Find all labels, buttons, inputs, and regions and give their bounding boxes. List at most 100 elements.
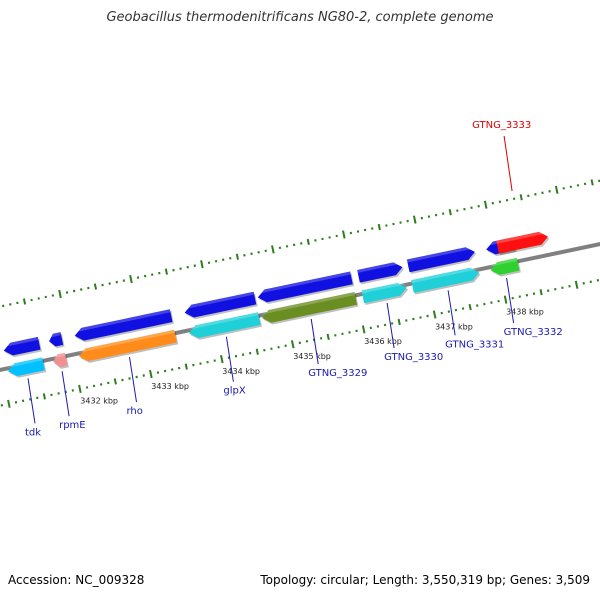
outer-ring-tick (136, 276, 140, 279)
genome-summary-text: Topology: circular; Length: 3,550,319 bp… (260, 573, 590, 587)
gene-label-glpX[interactable]: glpX (223, 386, 245, 397)
inner-ring-tick (305, 339, 309, 343)
gene-arrow-GTNG_3330-highlight (357, 262, 402, 273)
map-title: Geobacillus thermodenitrificans NG80-2, … (106, 10, 494, 25)
gene-label-GTNG_3332[interactable]: GTNG_3332 (504, 327, 563, 338)
inner-ring-tick (454, 308, 458, 312)
cds-arrow-GTNG_3329[interactable] (261, 292, 359, 327)
inner-ring-tick (341, 332, 344, 336)
outer-ring-tick (342, 230, 346, 239)
cds-arrow-GTNG_3330[interactable] (361, 281, 409, 306)
gene-arrow-rho[interactable] (73, 309, 174, 344)
gene-label-tdk[interactable]: tdk (25, 427, 41, 438)
outer-ring-tick (590, 179, 594, 186)
outer-ring-tick (519, 194, 523, 201)
inner-ring-tick (483, 302, 486, 306)
outer-ring-tick (264, 249, 267, 253)
cds-arrow-rpmE[interactable] (52, 352, 69, 371)
outer-ring-tick (278, 246, 282, 250)
scale-label: 3432 kbp (80, 397, 118, 406)
gene-arrow-rho-shape (74, 309, 173, 341)
outer-ring-tick (122, 279, 126, 282)
outer-ring-tick (58, 289, 62, 299)
leader-line-rho (129, 357, 137, 403)
leader-line-GTNG_3332 (506, 277, 515, 324)
gene-arrow-glpX[interactable] (183, 291, 258, 322)
outer-ring-tick (406, 219, 409, 223)
cds-arrow-GTNG_3332-highlight (489, 257, 518, 267)
gene-label-rpmE[interactable]: rpmE (59, 420, 86, 431)
outer-ring-tick (115, 280, 118, 284)
cds-arrow-rho[interactable] (78, 329, 179, 365)
gene-arrow-glpX-shape (184, 291, 257, 318)
cds-arrow-tdk-highlight (7, 357, 43, 368)
cds-arrow-GTNG_3331[interactable] (411, 266, 482, 295)
outer-ring-tick (598, 179, 600, 183)
outer-ring-tick (300, 242, 303, 245)
gene-arrow-GTNG_3333[interactable] (496, 230, 550, 256)
cds-arrow-rho-highlight (78, 329, 175, 353)
leader-line-tdk (27, 378, 36, 424)
cds-arrow-rpmE-highlight (52, 352, 66, 359)
outer-ring-tick (229, 256, 232, 260)
inner-ring-tick (476, 304, 479, 307)
inner-ring-tick (596, 278, 600, 282)
outer-ring-tick (65, 291, 69, 294)
inner-ring-tick (361, 325, 366, 334)
inner-ring-tick (156, 371, 160, 374)
gene-label-GTNG_3330[interactable]: GTNG_3330 (384, 352, 443, 363)
gene-arrow-GTNG_3330[interactable] (357, 261, 405, 285)
outer-ring-tick (101, 283, 104, 287)
gene-arrow-tdk[interactable] (2, 336, 42, 359)
leader-line-GTNG_3333 (503, 135, 513, 192)
scale-label: 3435 kbp (293, 352, 331, 361)
outer-ring-tick (200, 260, 204, 269)
gene-arrow-rpmE[interactable] (48, 332, 65, 350)
outer-ring-tick (463, 207, 466, 211)
inner-ring-tick (121, 378, 124, 382)
gene-label-GTNG_3329[interactable]: GTNG_3329 (308, 368, 367, 379)
outer-ring-tick (72, 289, 76, 293)
inner-ring-tick (539, 289, 543, 296)
inner-ring-tick (7, 399, 11, 408)
inner-ring-tick (107, 381, 110, 385)
gene-arrow-GTNG_3330-shape (357, 262, 403, 283)
outer-ring-tick (80, 288, 83, 291)
inner-ring-tick (298, 341, 302, 345)
inner-ring-tick (440, 311, 443, 315)
leader-line-rpmE (61, 371, 70, 417)
inner-ring-tick (290, 340, 295, 349)
gene-arrow-GTNG_3331[interactable] (406, 245, 478, 275)
inner-ring-tick (277, 345, 280, 349)
inner-tick-ring (0, 278, 600, 408)
inner-ring-tick (270, 347, 273, 351)
gene-arrow-GTNG_3329[interactable] (256, 271, 355, 306)
gene-arrow-GTNG_3329-shape (257, 271, 353, 303)
leader-line-GTNG_3331 (447, 290, 456, 336)
inner-ring-tick (78, 384, 82, 394)
gene-arrow-GTNG_3331-shape (406, 247, 475, 273)
gene-label-GTNG_3333[interactable]: GTNG_3333 (472, 120, 531, 131)
inner-ring-tick (503, 295, 508, 304)
gene-label-rho[interactable]: rho (127, 406, 143, 417)
cds-arrow-glpX-highlight (188, 312, 259, 330)
scale-label: 3434 kbp (222, 367, 260, 376)
cds-arrow-GTNG_3332[interactable] (489, 257, 521, 279)
inner-ring-tick (184, 363, 188, 370)
gene-arrow-rho-highlight (73, 309, 171, 333)
inner-ring-tick (263, 348, 266, 352)
cds-arrow-tdk[interactable] (7, 357, 47, 379)
inner-ring-tick (42, 393, 46, 400)
cds-arrow-GTNG_3331-shape (411, 267, 480, 293)
outer-ring-tick (562, 187, 565, 190)
cds-arrow-GTNG_3329-shape (262, 292, 358, 323)
gene-arrow-GTNG_3331-highlight (406, 247, 475, 263)
outer-ring-tick (285, 245, 289, 248)
outer-ring-tick (477, 204, 480, 208)
inner-ring-tick (326, 333, 330, 340)
outer-ring-tick (257, 250, 260, 254)
cds-arrow-glpX[interactable] (188, 312, 262, 342)
inner-ring-tick (397, 318, 401, 326)
gene-label-GTNG_3331[interactable]: GTNG_3331 (445, 339, 504, 350)
outer-ring-tick (554, 185, 559, 194)
